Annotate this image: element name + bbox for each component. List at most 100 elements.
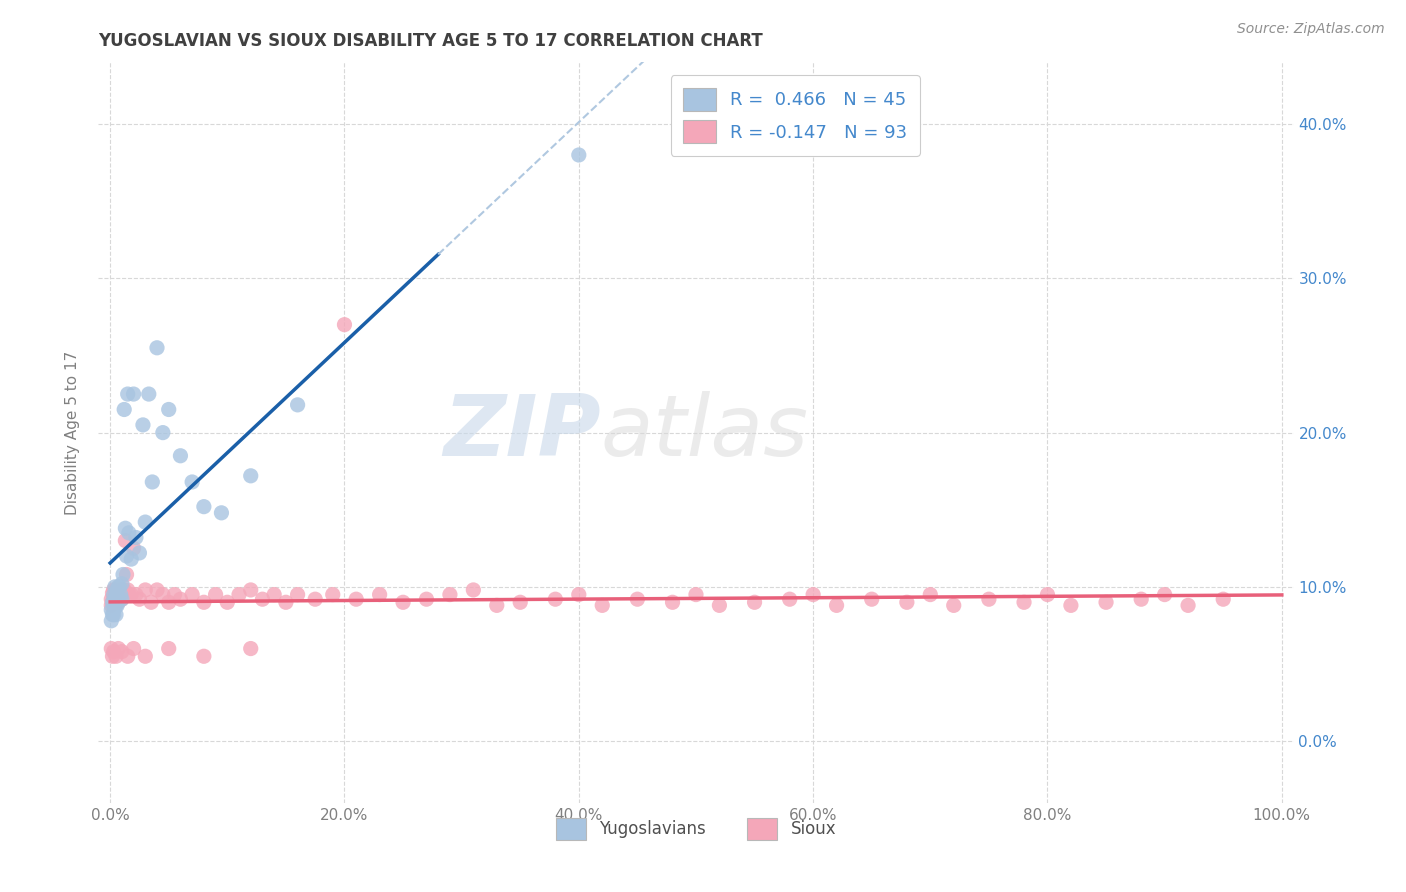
Point: [344, 592, 367, 607]
Point: [146, 341, 169, 355]
Point: [204, 588, 226, 602]
Point: [111, 592, 134, 607]
Point: [1095, 595, 1118, 609]
Point: [591, 599, 613, 613]
Point: [1130, 592, 1153, 607]
Point: [263, 588, 285, 602]
Point: [101, 595, 124, 609]
Point: [685, 588, 707, 602]
Point: [107, 586, 129, 600]
Point: [104, 580, 127, 594]
Point: [111, 576, 134, 591]
Point: [779, 592, 801, 607]
Point: [128, 546, 150, 560]
Point: [157, 595, 180, 609]
Point: [111, 592, 134, 607]
Point: [107, 641, 129, 656]
Point: [193, 595, 215, 609]
Point: [333, 318, 356, 332]
Point: [138, 387, 160, 401]
Point: [100, 641, 122, 656]
Point: [1212, 592, 1234, 607]
Point: [217, 595, 239, 609]
Point: [825, 599, 848, 613]
Point: [1177, 599, 1199, 613]
Point: [122, 641, 145, 656]
Point: [110, 588, 132, 602]
Point: [105, 582, 128, 597]
Point: [132, 417, 155, 432]
Point: [103, 599, 125, 613]
Point: [117, 387, 139, 401]
Point: [128, 592, 150, 607]
Point: [107, 580, 129, 594]
Point: [100, 592, 122, 607]
Point: [169, 449, 191, 463]
Point: [105, 588, 128, 602]
Point: [896, 595, 918, 609]
Point: [104, 592, 127, 607]
Point: [920, 588, 942, 602]
Point: [181, 475, 204, 489]
Point: [112, 582, 135, 597]
Text: ZIP: ZIP: [443, 391, 600, 475]
Point: [1153, 588, 1175, 602]
Point: [112, 567, 135, 582]
Point: [181, 588, 204, 602]
Point: [115, 567, 138, 582]
Point: [274, 595, 297, 609]
Point: [463, 582, 485, 597]
Point: [322, 588, 344, 602]
Point: [1012, 595, 1035, 609]
Point: [114, 521, 136, 535]
Point: [134, 515, 156, 529]
Point: [112, 402, 135, 417]
Point: [239, 641, 262, 656]
Point: [105, 582, 128, 597]
Point: [485, 599, 508, 613]
Point: [152, 588, 174, 602]
Point: [709, 599, 731, 613]
Point: [101, 607, 124, 622]
Point: [509, 595, 531, 609]
Point: [100, 599, 122, 613]
Point: [141, 595, 163, 609]
Point: [1060, 599, 1083, 613]
Point: [105, 607, 128, 622]
Point: [105, 599, 128, 613]
Text: Source: ZipAtlas.com: Source: ZipAtlas.com: [1237, 22, 1385, 37]
Point: [100, 614, 122, 628]
Point: [157, 402, 180, 417]
Point: [104, 595, 127, 609]
Point: [107, 592, 129, 607]
Point: [193, 649, 215, 664]
Point: [125, 531, 148, 545]
Point: [118, 588, 141, 602]
Point: [801, 588, 824, 602]
Point: [252, 592, 274, 607]
Point: [103, 645, 125, 659]
Point: [105, 595, 128, 609]
Point: [415, 592, 437, 607]
Text: YUGOSLAVIAN VS SIOUX DISABILITY AGE 5 TO 17 CORRELATION CHART: YUGOSLAVIAN VS SIOUX DISABILITY AGE 5 TO…: [98, 32, 763, 50]
Point: [104, 601, 127, 615]
Point: [125, 588, 148, 602]
Point: [104, 586, 127, 600]
Point: [152, 425, 174, 440]
Point: [134, 649, 156, 664]
Point: [368, 588, 391, 602]
Point: [744, 595, 766, 609]
Point: [101, 595, 124, 609]
Point: [211, 506, 233, 520]
Point: [103, 588, 125, 602]
Point: [439, 588, 461, 602]
Point: [112, 582, 135, 597]
Point: [287, 588, 309, 602]
Point: [111, 645, 134, 659]
Point: [120, 552, 142, 566]
Point: [108, 592, 131, 607]
Point: [111, 582, 134, 597]
Point: [977, 592, 1000, 607]
Point: [108, 580, 131, 594]
Point: [141, 475, 163, 489]
